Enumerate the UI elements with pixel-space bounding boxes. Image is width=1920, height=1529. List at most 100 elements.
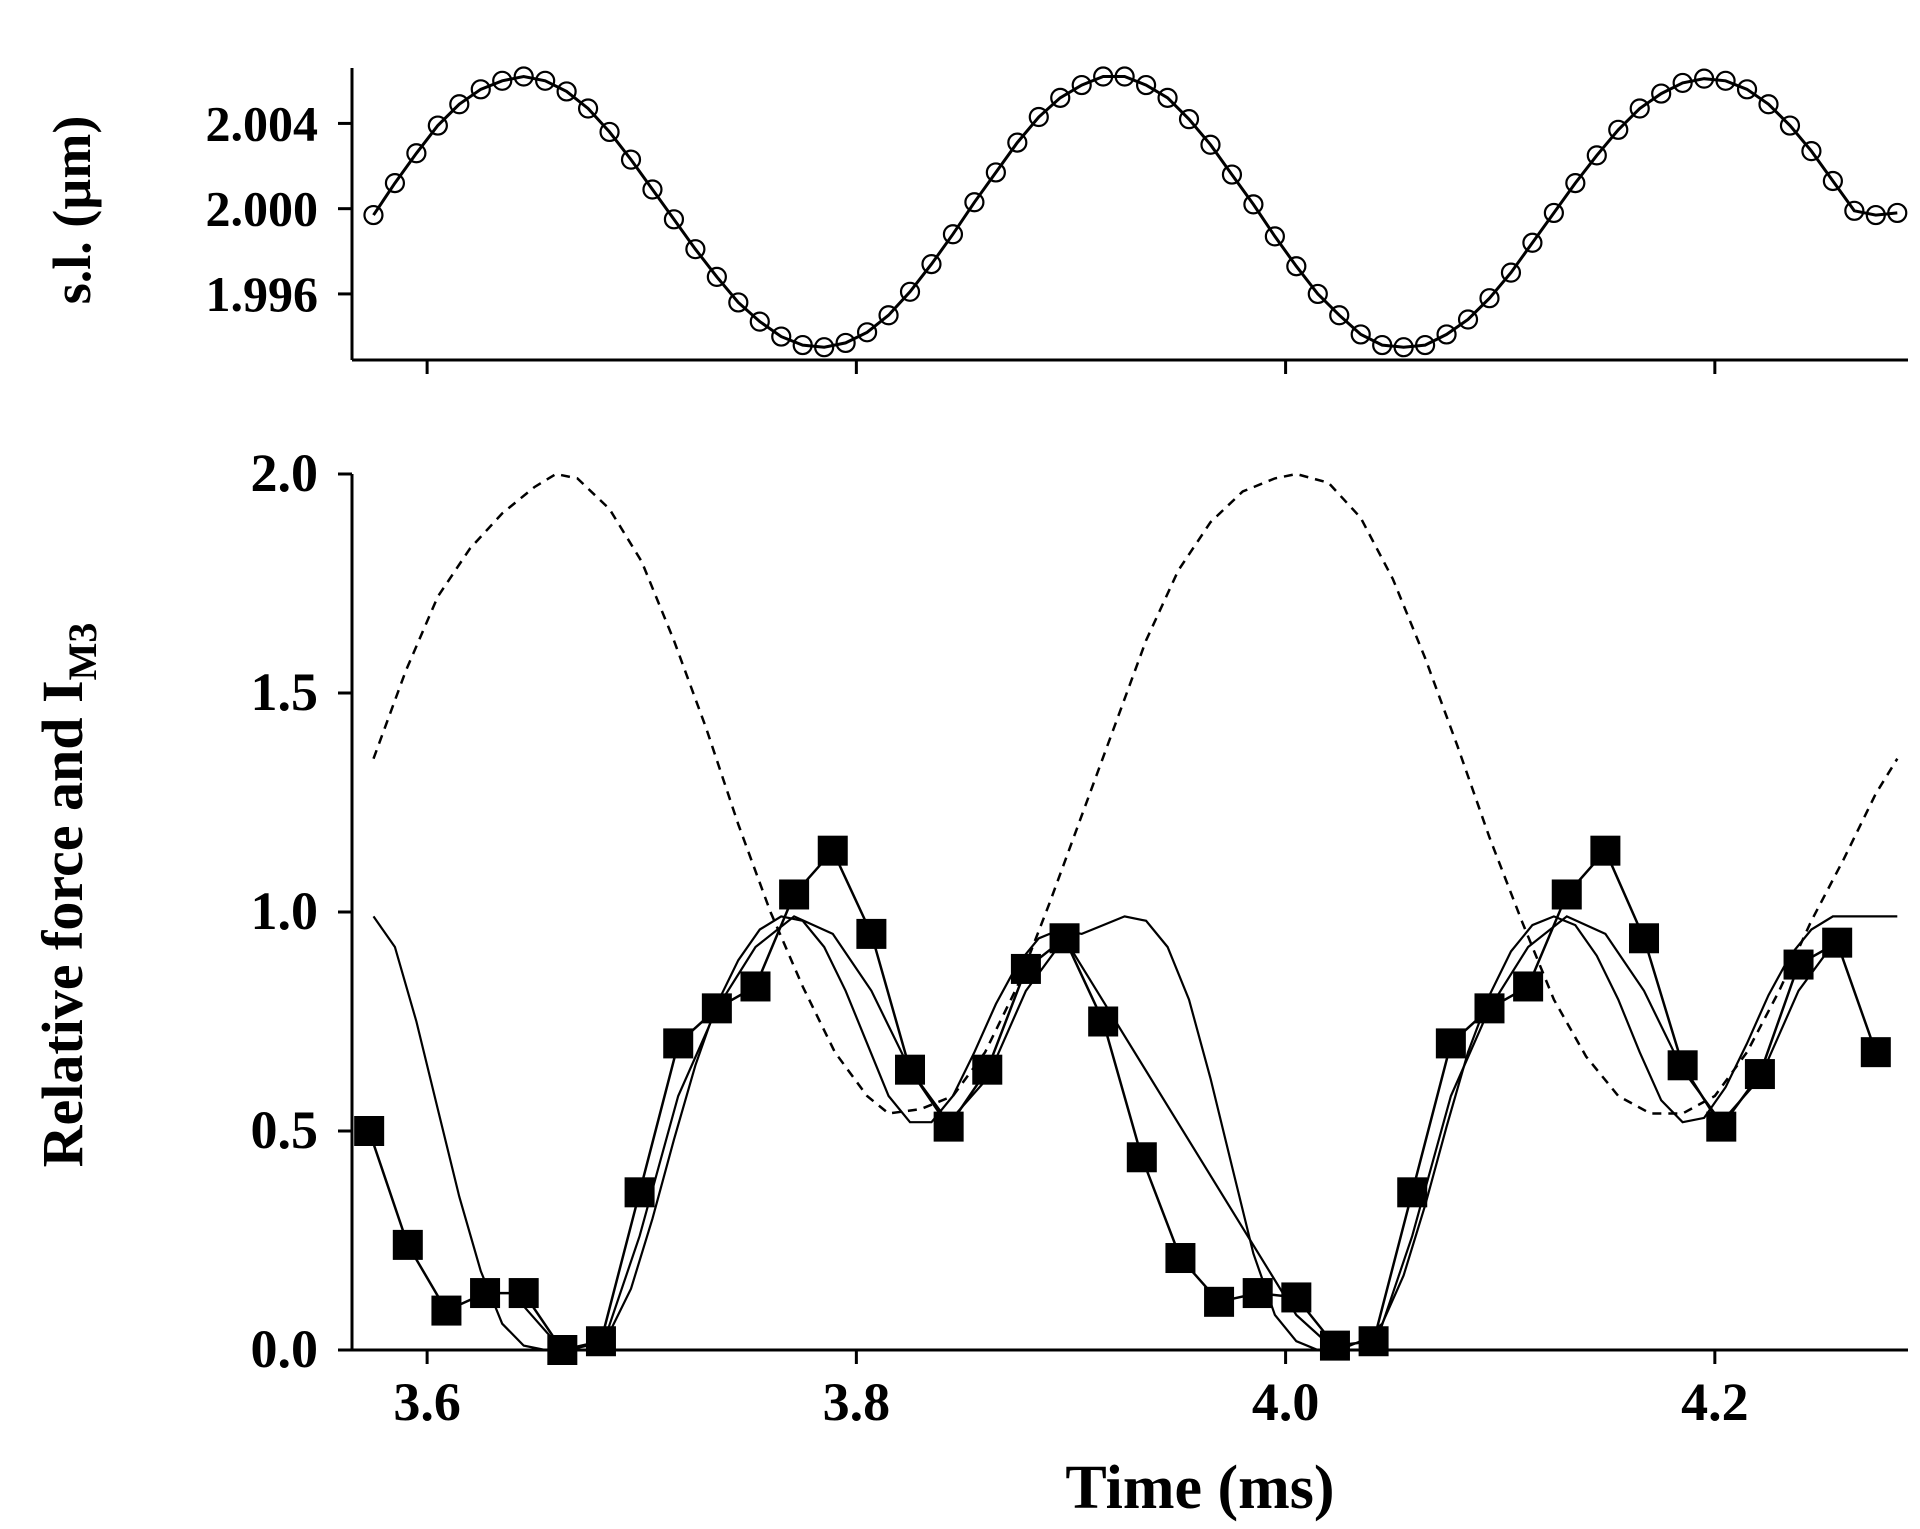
bottom-series-2-point	[1088, 1006, 1119, 1037]
top-series-0-point	[792, 334, 813, 356]
bottom-y-ticks: 0.0 0.5 1.0 1.5 2.0	[251, 443, 352, 1379]
top-series-0-point	[921, 253, 942, 275]
bottom-series-2-point	[1204, 1286, 1235, 1317]
bottom-series-2-point	[1667, 1050, 1698, 1081]
bottom-series-3-line	[522, 915, 1839, 1352]
bottom-y-axis-title-main: Relative force and I	[30, 680, 95, 1167]
bottom-series-2-point	[1629, 923, 1660, 954]
bottom-series-2-point	[663, 1028, 694, 1059]
top-series-0-point	[1200, 134, 1221, 155]
top-series-0-point	[1479, 288, 1500, 309]
bottom-series-2-line	[368, 848, 1877, 1352]
bottom-series-2-point	[1358, 1326, 1389, 1357]
top-series-0-point	[492, 70, 513, 91]
bottom-series-2-point	[1590, 835, 1621, 866]
top-series-0-point	[1436, 324, 1457, 345]
top-series-0-point	[856, 322, 878, 343]
bottom-series-2-point	[1551, 879, 1582, 910]
top-series-0-point	[1694, 68, 1715, 89]
top-series-0-point	[599, 121, 620, 143]
top-series-0-point	[620, 149, 642, 170]
bottom-x-axis-title: Time (ms)	[1065, 1454, 1334, 1522]
bottom-series-2-point	[972, 1054, 1003, 1085]
top-series-0-point	[427, 115, 448, 136]
top-series-0-point	[1243, 194, 1264, 215]
top-series-0-point	[1865, 204, 1886, 226]
top-series-0-point	[1543, 202, 1564, 224]
top-series-0-point	[814, 337, 835, 358]
bottom-series-2-point	[740, 971, 771, 1002]
bottom-series-2-point	[1860, 1037, 1891, 1068]
top-series-0-point	[1715, 70, 1736, 91]
top-series-0-point	[1372, 334, 1393, 356]
bottom-y-axis-title-subscript: M3	[60, 623, 105, 681]
top-series-0-point	[1672, 72, 1693, 94]
top-series-0-point	[1586, 145, 1607, 166]
top-series-0-point	[685, 239, 706, 260]
top-series-0-point	[964, 192, 985, 213]
bottom-y-tick-label: 1.0	[251, 881, 319, 941]
top-series-0-point	[556, 81, 577, 102]
top-series-0-point	[470, 79, 491, 100]
top-series-0-point	[835, 332, 856, 354]
bottom-series-2-point	[1783, 949, 1814, 980]
top-series-0-point	[1071, 74, 1092, 96]
top-series-0-point	[899, 281, 921, 302]
top-series-0-point	[1286, 256, 1307, 277]
sarcomere-length-panel: 1.996 2.000 2.004 s.l. (µm)	[42, 66, 1908, 374]
top-series-0-point	[663, 209, 685, 230]
top-series-0-point	[1822, 170, 1843, 192]
top-series-0-point	[1028, 106, 1049, 128]
top-y-axis-title: s.l. (µm)	[42, 116, 102, 305]
bottom-series-2-point	[1242, 1278, 1273, 1309]
top-series-0-point	[363, 204, 384, 226]
top-series-0-point	[1264, 226, 1285, 247]
bottom-x-ticks: 3.6 3.8 4.0 4.2	[393, 1350, 1749, 1432]
top-series-0-point	[1329, 305, 1350, 326]
bottom-series-2-point	[933, 1111, 964, 1142]
top-series-0-point	[406, 143, 427, 164]
bottom-series-2-point	[624, 1177, 655, 1208]
top-series-0-point	[1651, 83, 1672, 104]
bottom-series-2-point	[508, 1278, 539, 1309]
top-series-0-point	[1114, 66, 1135, 87]
top-series-0-point	[1801, 141, 1822, 162]
bottom-series-2-point	[392, 1229, 423, 1260]
top-series-0-line	[372, 74, 1898, 349]
top-series-0-point	[1221, 164, 1243, 185]
bottom-y-tick-label: 1.5	[251, 662, 319, 722]
top-series-0-point	[1608, 119, 1629, 140]
bottom-series-2-point	[1010, 953, 1041, 984]
top-series-0-point	[1736, 79, 1758, 100]
top-series-0-point	[942, 224, 964, 245]
top-series-0-point	[878, 305, 899, 326]
top-series-0-point	[535, 70, 556, 91]
top-series-0-point	[1629, 98, 1650, 119]
bottom-series-2-point	[1126, 1142, 1157, 1173]
top-y-ticks: 1.996 2.000 2.004	[206, 95, 352, 322]
top-series-0-point	[513, 66, 534, 87]
top-x-ticks	[425, 360, 1717, 374]
top-series-0-point	[642, 179, 663, 200]
bottom-series-2-point	[779, 879, 810, 910]
bottom-series-0-line	[372, 472, 1899, 1115]
top-series-0-point	[1779, 115, 1801, 136]
top-series-0-point	[1887, 202, 1908, 224]
top-plot-area	[363, 66, 1908, 358]
top-series-0-point	[771, 326, 792, 347]
top-series-0-point	[1157, 87, 1178, 108]
force-intensity-panel: 0.0 0.5 1.0 1.5 2.0 3.6 3.8 4.0 4.2 Relative fo…	[30, 443, 1908, 1522]
bottom-x-tick-label: 4.2	[1681, 1372, 1749, 1432]
bottom-series-2-point	[1513, 971, 1544, 1002]
bottom-series-2-point	[354, 1116, 385, 1146]
top-series-0-point	[1565, 172, 1586, 194]
bottom-series-2-point	[1706, 1111, 1737, 1142]
top-y-tick-label: 2.000	[206, 181, 319, 237]
top-series-0-point	[449, 94, 470, 115]
top-series-0-point	[985, 162, 1006, 183]
bottom-y-tick-label: 0.5	[251, 1100, 319, 1160]
top-series-0-point	[577, 98, 599, 119]
top-y-tick-label: 1.996	[206, 266, 319, 322]
top-series-0-point	[1135, 74, 1157, 96]
